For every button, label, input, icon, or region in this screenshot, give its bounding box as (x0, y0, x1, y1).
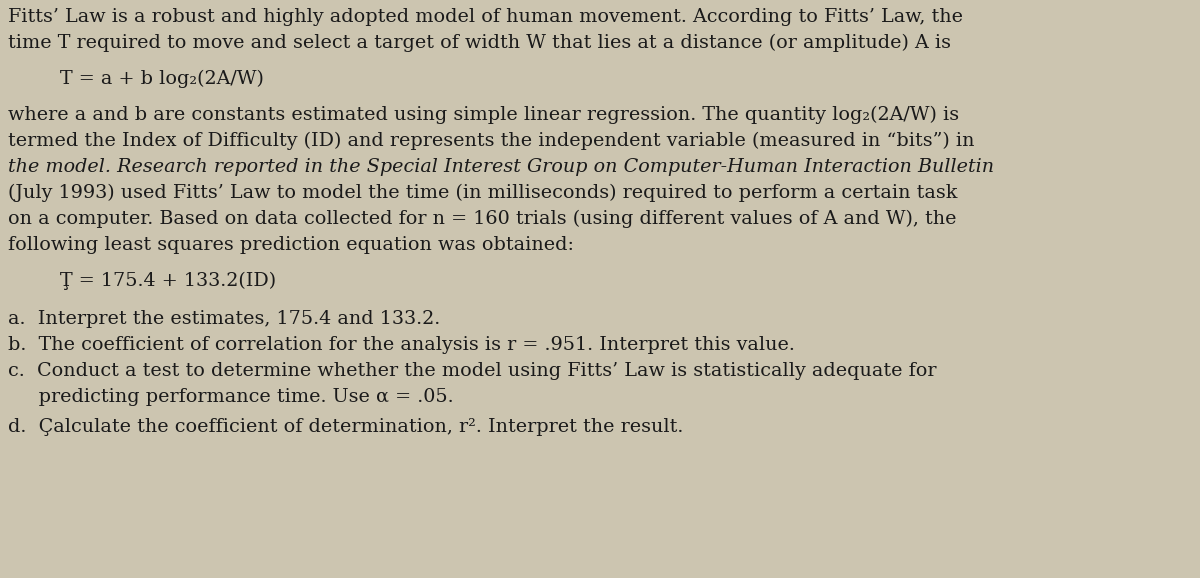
Text: T = a + b log₂(2A/W): T = a + b log₂(2A/W) (60, 70, 264, 88)
Text: on a computer. Based on data collected for n = 160 trials (using different value: on a computer. Based on data collected f… (8, 210, 956, 228)
Text: following least squares prediction equation was obtained:: following least squares prediction equat… (8, 236, 574, 254)
Text: Ţ = 175.4 + 133.2(ID): Ţ = 175.4 + 133.2(ID) (60, 272, 276, 290)
Text: d.  Çalculate the coefficient of determination, r². Interpret the result.: d. Çalculate the coefficient of determin… (8, 418, 683, 436)
Text: a.  Interpret the estimates, 175.4 and 133.2.: a. Interpret the estimates, 175.4 and 13… (8, 310, 440, 328)
Text: termed the Index of Difficulty (ID) and represents the independent variable (mea: termed the Index of Difficulty (ID) and … (8, 132, 974, 150)
Text: (July 1993) used Fitts’ Law to model the time (in milliseconds) required to perf: (July 1993) used Fitts’ Law to model the… (8, 184, 958, 202)
Text: c.  Conduct a test to determine whether the model using Fitts’ Law is statistica: c. Conduct a test to determine whether t… (8, 362, 936, 380)
Text: where a and b are constants estimated using simple linear regression. The quanti: where a and b are constants estimated us… (8, 106, 959, 124)
Text: predicting performance time. Use α = .05.: predicting performance time. Use α = .05… (8, 388, 454, 406)
Text: b.  The coefficient of correlation for the analysis is r = .951. Interpret this : b. The coefficient of correlation for th… (8, 336, 794, 354)
Text: Fitts’ Law is a robust and highly adopted model of human movement. According to : Fitts’ Law is a robust and highly adopte… (8, 8, 964, 26)
Text: time T required to move and select a target of width W that lies at a distance (: time T required to move and select a tar… (8, 34, 952, 52)
Text: the model. Research reported in the Special Interest Group on Computer-Human Int: the model. Research reported in the Spec… (8, 158, 994, 176)
